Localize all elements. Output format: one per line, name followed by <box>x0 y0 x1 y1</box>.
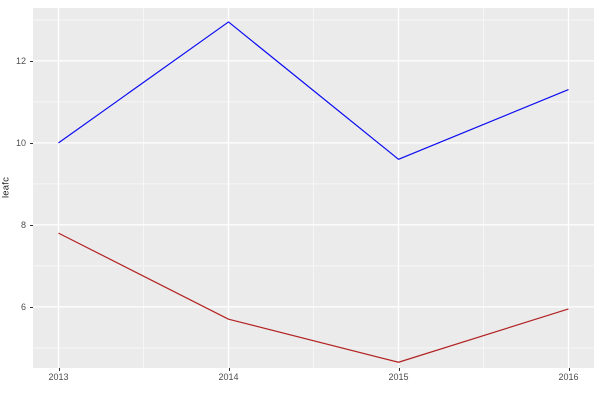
y-tick-mark <box>30 142 33 144</box>
x-tick-mark <box>58 368 60 371</box>
y-tick-mark <box>30 60 33 62</box>
red-line <box>58 232 569 363</box>
blue-line <box>58 21 569 160</box>
plot-svg <box>33 8 594 368</box>
y-axis-title: leafc <box>0 176 12 199</box>
y-tick-mark <box>30 306 33 308</box>
plot-panel <box>33 8 594 368</box>
y-axis-tick-label: 8 <box>20 219 26 230</box>
x-tick-mark <box>228 368 230 371</box>
y-axis-tick-label: 12 <box>15 55 26 66</box>
y-axis-tick-label: 6 <box>20 301 26 312</box>
y-tick-mark <box>30 224 33 226</box>
x-axis-tick-label: 2015 <box>388 372 409 382</box>
x-axis-tick-label: 2014 <box>218 372 239 382</box>
x-axis-tick-label: 2016 <box>558 372 579 382</box>
x-tick-mark <box>568 368 570 371</box>
x-axis-tick-label: 2013 <box>48 372 69 382</box>
y-axis-tick-label: 10 <box>15 137 26 148</box>
x-tick-mark <box>398 368 400 371</box>
